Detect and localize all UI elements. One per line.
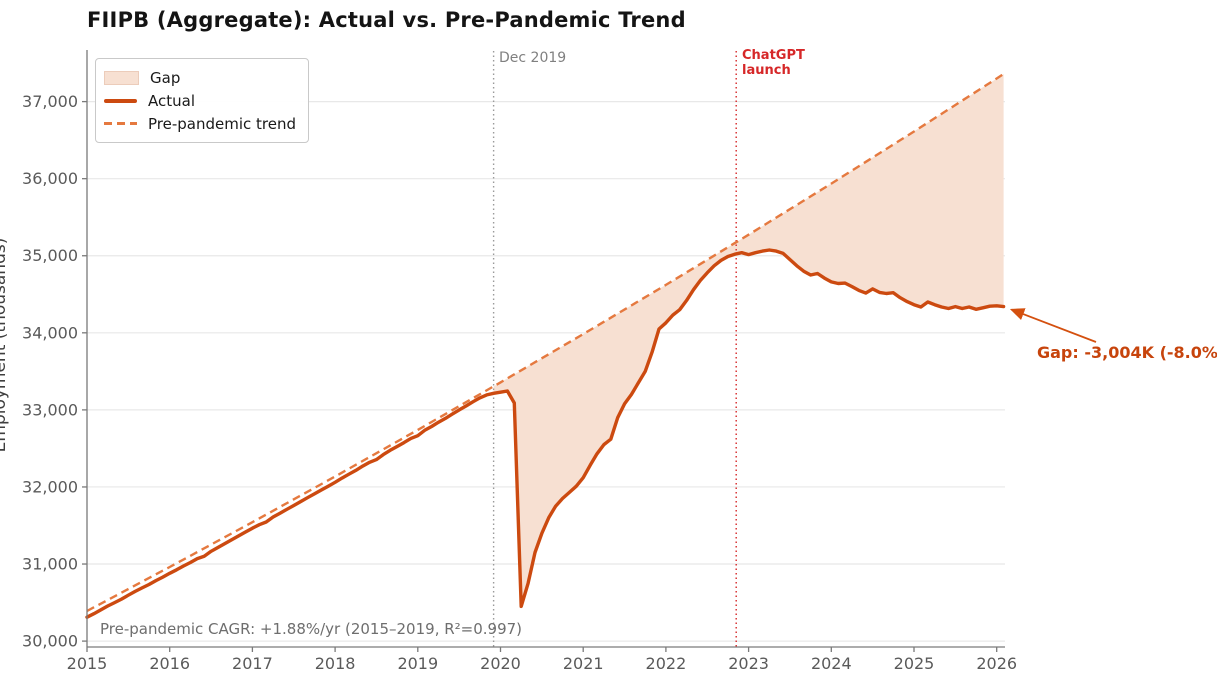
chatgpt-launch-line1: ChatGPT <box>742 48 805 63</box>
x-tick-label: 2026 <box>976 654 1017 673</box>
chart-title: FIIPB (Aggregate): Actual vs. Pre-Pandem… <box>87 8 686 32</box>
y-axis-label: Employment (thousands) <box>0 237 10 453</box>
dec-2019-annotation: Dec 2019 <box>499 50 567 66</box>
gap-swatch-icon <box>104 70 139 85</box>
x-tick-label: 2019 <box>397 654 438 673</box>
y-tick-label: 36,000 <box>22 169 78 188</box>
actual-line <box>85 248 1006 619</box>
x-tick-label: 2015 <box>67 654 108 673</box>
x-tick-label: 2023 <box>728 654 769 673</box>
trend-line <box>86 72 1005 613</box>
legend-label-gap: Gap <box>150 68 181 87</box>
x-tick-label: 2020 <box>480 654 521 673</box>
trend-line-swatch-icon <box>104 122 137 125</box>
y-tick-label: 32,000 <box>22 477 78 496</box>
gap-callout: Gap: -3,004K (-8.0%) <box>1037 343 1217 362</box>
x-tick-label: 2017 <box>232 654 273 673</box>
gap-area <box>493 74 1004 607</box>
y-tick-label: 30,000 <box>22 632 78 651</box>
gap-callout-arrow <box>1009 308 1097 343</box>
legend-item-actual: Actual <box>104 89 298 112</box>
legend-item-trend: Pre-pandemic trend <box>104 112 298 135</box>
y-tick-label: 35,000 <box>22 246 78 265</box>
cagr-note: Pre-pandemic CAGR: +1.88%/yr (2015–2019,… <box>100 620 523 638</box>
y-tick-label: 31,000 <box>22 555 78 574</box>
x-tick-label: 2025 <box>894 654 935 673</box>
actual-line-swatch-icon <box>104 98 137 103</box>
legend-item-gap: Gap <box>104 66 298 89</box>
legend-label-actual: Actual <box>148 91 195 110</box>
x-tick-label: 2021 <box>563 654 604 673</box>
x-tick-label: 2022 <box>646 654 687 673</box>
x-tick-label: 2016 <box>149 654 190 673</box>
y-tick-label: 34,000 <box>22 323 78 342</box>
legend-label-trend: Pre-pandemic trend <box>148 114 297 133</box>
y-tick-label: 33,000 <box>22 400 78 419</box>
y-tick-label: 37,000 <box>22 92 78 111</box>
x-tick-label: 2024 <box>811 654 852 673</box>
chatgpt-launch-line2: launch <box>742 63 791 78</box>
x-tick-label: 2018 <box>315 654 356 673</box>
chatgpt-launch-annotation: ChatGPT launch <box>742 48 805 78</box>
legend: Gap Actual Pre-pandemic trend <box>95 58 309 143</box>
